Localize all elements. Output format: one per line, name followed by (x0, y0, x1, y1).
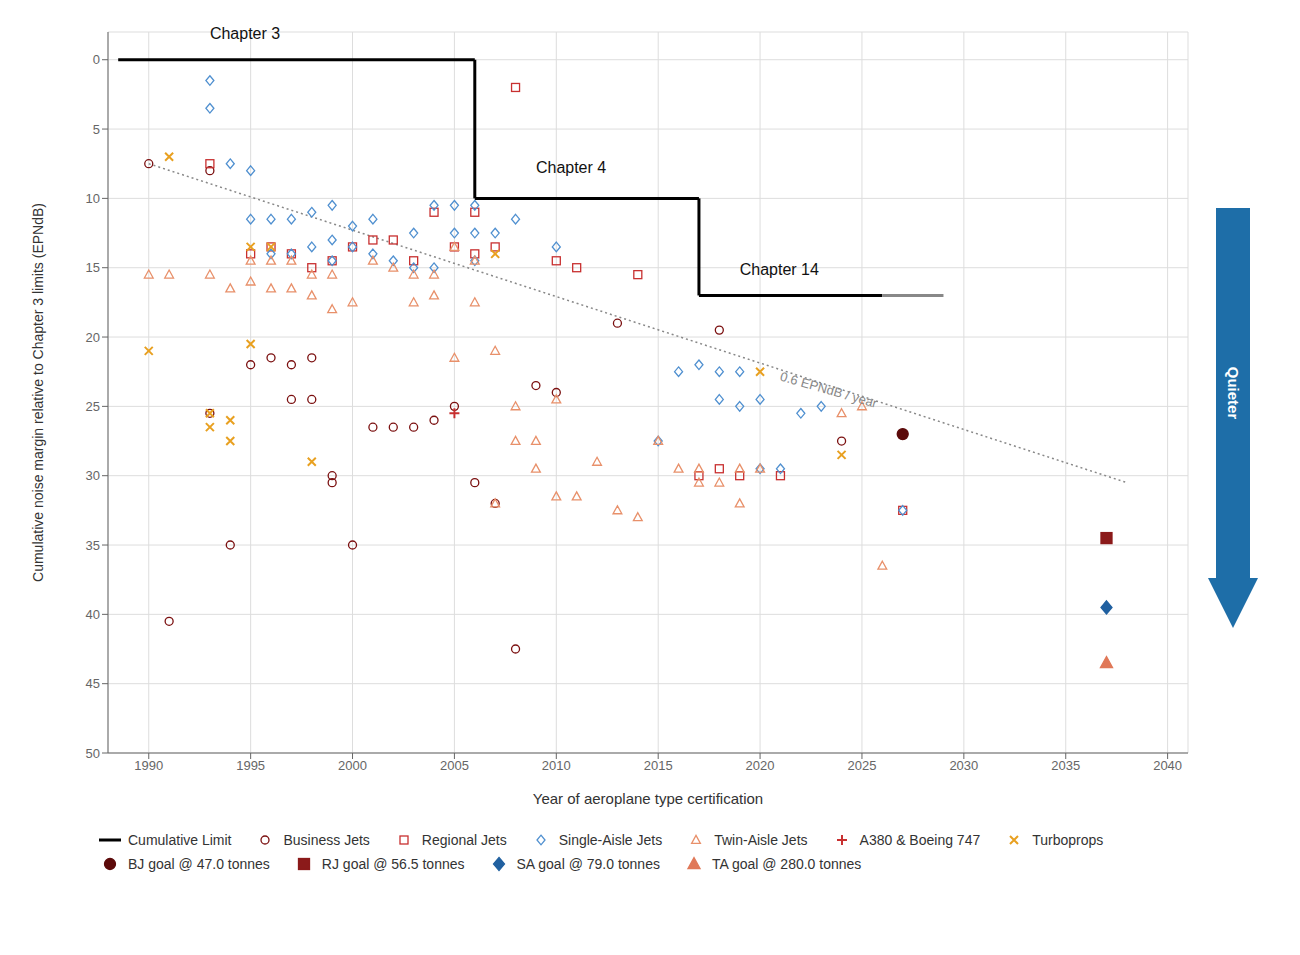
svg-text:1990: 1990 (134, 758, 163, 773)
svg-text:50: 50 (86, 746, 100, 761)
svg-text:2030: 2030 (949, 758, 978, 773)
html-text:Twin-Aisle Jets: Twin-Aisle Jets (714, 832, 808, 848)
svg-text:35: 35 (86, 538, 100, 553)
svg-text:2040: 2040 (1153, 758, 1182, 773)
svg-text:25: 25 (86, 399, 100, 414)
svg-text:Year of aeroplane type certifi: Year of aeroplane type certification (533, 790, 763, 807)
svg-text:20: 20 (86, 330, 100, 345)
svg-text:2005: 2005 (440, 758, 469, 773)
svg-text:Chapter 14: Chapter 14 (740, 261, 819, 278)
svg-text:0: 0 (93, 52, 100, 67)
html-text:RJ goal @ 56.5 tonnes: RJ goal @ 56.5 tonnes (321, 856, 465, 872)
html-text:Business Jets: Business Jets (283, 832, 370, 848)
svg-text:5: 5 (93, 122, 100, 137)
svg-text:Chapter 4: Chapter 4 (536, 159, 606, 176)
svg-text:2020: 2020 (746, 758, 775, 773)
html-text:Cumulative Limit: Cumulative Limit (128, 832, 232, 848)
html-text:Regional Jets: Regional Jets (421, 832, 507, 848)
svg-text:0.6 EPNdB / year: 0.6 EPNdB / year (778, 369, 879, 411)
svg-text:2025: 2025 (848, 758, 877, 773)
svg-text:15: 15 (86, 260, 100, 275)
html-text:Turboprops: Turboprops (1032, 832, 1104, 848)
svg-text:30: 30 (86, 468, 100, 483)
svg-text:Cumulative noise margin relati: Cumulative noise margin relative to Chap… (30, 203, 46, 582)
html-text:TA goal @ 280.0 tonnes: TA goal @ 280.0 tonnes (711, 856, 862, 872)
svg-text:10: 10 (86, 191, 100, 206)
svg-text:Chapter 3: Chapter 3 (210, 25, 280, 42)
html-text:A380 & Boeing 747: A380 & Boeing 747 (859, 832, 981, 848)
svg-text:2015: 2015 (644, 758, 673, 773)
svg-text:Quieter: Quieter (1225, 367, 1242, 420)
svg-text:40: 40 (86, 607, 100, 622)
svg-text:2010: 2010 (542, 758, 571, 773)
svg-text:45: 45 (86, 676, 100, 691)
svg-text:1995: 1995 (236, 758, 265, 773)
svg-text:2035: 2035 (1051, 758, 1080, 773)
html-text:Single-Aisle Jets: Single-Aisle Jets (558, 832, 663, 848)
svg-text:2000: 2000 (338, 758, 367, 773)
html-text:BJ goal @ 47.0 tonnes: BJ goal @ 47.0 tonnes (128, 856, 270, 872)
html-text:SA goal @ 79.0 tonnes: SA goal @ 79.0 tonnes (516, 856, 660, 872)
